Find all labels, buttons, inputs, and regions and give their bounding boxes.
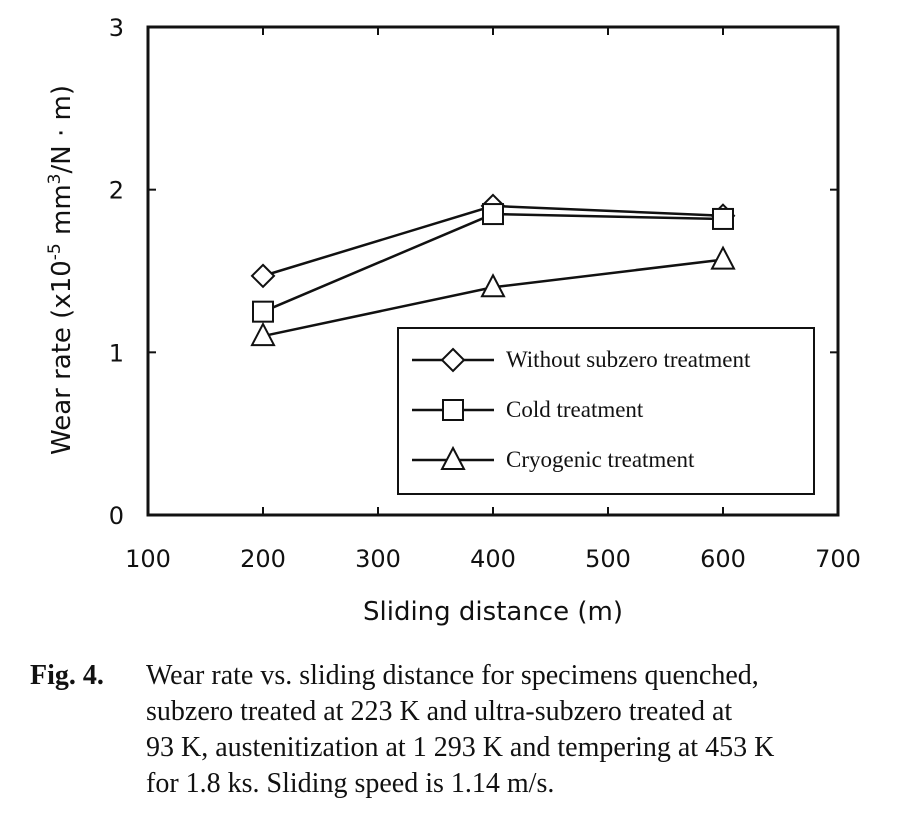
x-axis-title: Sliding distance (m) bbox=[363, 597, 623, 627]
y-tick-label-2: 2 bbox=[109, 177, 124, 205]
y-tick-label-3: 3 bbox=[109, 14, 124, 42]
x-tick-label-500: 500 bbox=[585, 545, 631, 573]
x-tick-label-100: 100 bbox=[125, 545, 171, 573]
legend: Without subzero treatment Cold treatment… bbox=[397, 327, 815, 495]
point-cryogenic-200 bbox=[250, 321, 276, 347]
y-tick-label-0: 0 bbox=[109, 502, 124, 530]
legend-label-without-subzero: Without subzero treatment bbox=[506, 347, 751, 372]
point-cold-600 bbox=[712, 207, 734, 230]
caption-line-2: subzero treated at 223 K and ultra-subze… bbox=[146, 696, 733, 727]
caption-text: Wear rate vs. sliding distance for speci… bbox=[146, 658, 890, 802]
axis-ticks: 100 200 300 400 500 600 700 0 1 2 3 bbox=[109, 14, 861, 573]
y-axis-title: Wear rate (x10-5 mm3/N · m) bbox=[45, 85, 77, 455]
y-tick-label-1: 1 bbox=[109, 339, 124, 367]
y-axis-title-unit: mm bbox=[47, 184, 77, 235]
point-cryogenic-600 bbox=[710, 245, 736, 270]
caption-line-4: for 1.8 ks. Sliding speed is 1.14 m/s. bbox=[146, 768, 555, 799]
point-cold-400 bbox=[482, 203, 504, 226]
x-tick-label-700: 700 bbox=[815, 545, 861, 573]
x-tick-label-600: 600 bbox=[700, 545, 746, 573]
caption-label: Fig. 4. bbox=[30, 660, 104, 691]
legend-label-cryogenic: Cryogenic treatment bbox=[506, 447, 695, 472]
y-axis-title-unit-exp: 3 bbox=[45, 174, 65, 185]
x-tick-label-200: 200 bbox=[240, 545, 286, 573]
x-tick-label-300: 300 bbox=[355, 545, 401, 573]
point-cold-200 bbox=[252, 300, 274, 323]
y-axis-title-exp: -5 bbox=[45, 243, 65, 260]
caption-line-3: 93 K, austenitization at 1 293 K and tem… bbox=[146, 732, 775, 763]
x-tick-label-400: 400 bbox=[470, 545, 516, 573]
y-axis-title-unit-tail: /N · m) bbox=[47, 85, 77, 173]
legend-marker-without-subzero bbox=[440, 347, 466, 373]
legend-items bbox=[412, 347, 494, 470]
legend-marker-cold bbox=[442, 399, 464, 421]
series-line-cryogenic bbox=[262, 258, 724, 338]
caption-line-1: Wear rate vs. sliding distance for speci… bbox=[146, 660, 759, 691]
legend-marker-cryogenic bbox=[440, 445, 466, 470]
series-group bbox=[250, 193, 736, 347]
point-without-subzero-200 bbox=[250, 263, 276, 289]
point-cryogenic-400 bbox=[480, 273, 506, 298]
legend-label-cold: Cold treatment bbox=[506, 397, 644, 422]
wear-rate-chart: 100 200 300 400 500 600 700 0 1 2 3 Sliding distan… bbox=[45, 14, 861, 627]
y-axis-title-main: Wear rate (x10 bbox=[47, 260, 77, 455]
